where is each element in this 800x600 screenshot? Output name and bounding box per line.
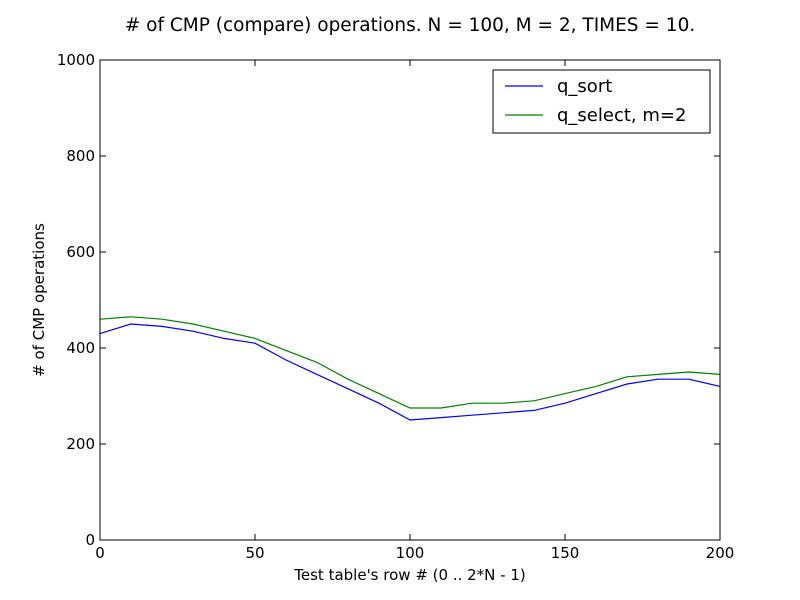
y-tick-label: 400 [66,339,95,357]
y-tick-label: 1000 [57,51,95,69]
legend-label-1: q_select, m=2 [557,105,686,126]
x-tick-label: 150 [551,544,580,562]
y-tick-label: 0 [85,531,95,549]
y-axis-label: # of CMP operations [30,223,48,377]
legend-box [492,69,711,134]
x-tick-label: 0 [95,544,105,562]
x-axis-label: Test table's row # (0 .. 2*N - 1) [293,566,525,584]
chart-title: # of CMP (compare) operations. N = 100, … [125,15,695,36]
x-tick-label: 200 [706,544,735,562]
x-tick-label: 100 [396,544,425,562]
legend-label-0: q_sort [557,76,612,97]
axis-ticks: 0 50 100 150 200 0 200 400 600 800 1000 [57,51,735,562]
y-tick-label: 600 [66,243,95,261]
series-line-0 [99,323,721,421]
legend: q_sort q_select, m=2 [492,69,711,134]
plot-lines [99,316,721,421]
x-tick-label: 50 [245,544,264,562]
series-line-1 [99,316,721,409]
y-tick-label: 800 [66,147,95,165]
y-tick-label: 200 [66,435,95,453]
